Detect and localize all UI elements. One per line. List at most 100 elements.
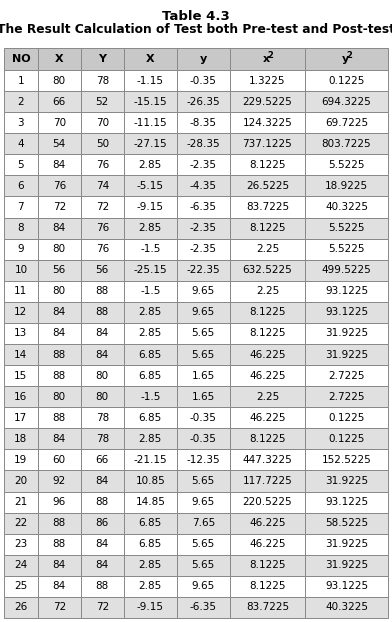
Bar	[4, 365, 38, 386]
Text: 220.5225: 220.5225	[243, 497, 292, 507]
Bar	[305, 555, 388, 576]
Bar	[4, 218, 38, 239]
Bar	[38, 154, 81, 175]
Text: 8.1225: 8.1225	[249, 223, 286, 233]
Text: 84: 84	[53, 307, 66, 317]
Bar	[305, 576, 388, 597]
Text: 31.9225: 31.9225	[325, 539, 368, 549]
Text: 8.1225: 8.1225	[249, 307, 286, 317]
Text: 84: 84	[96, 476, 109, 486]
Bar	[38, 534, 81, 555]
Bar	[4, 429, 38, 449]
Bar	[230, 239, 305, 260]
Bar	[81, 323, 124, 344]
Bar	[4, 407, 38, 429]
Text: 86: 86	[96, 518, 109, 528]
Text: 78: 78	[96, 413, 109, 423]
Bar	[38, 70, 81, 91]
Bar	[230, 365, 305, 386]
Bar	[4, 48, 38, 70]
Bar	[305, 386, 388, 407]
Bar	[124, 513, 177, 534]
Text: 2.25: 2.25	[256, 392, 279, 402]
Text: 84: 84	[53, 328, 66, 338]
Text: 70: 70	[96, 118, 109, 128]
Text: 24: 24	[14, 560, 27, 570]
Text: 70: 70	[53, 118, 66, 128]
Text: -1.5: -1.5	[140, 244, 160, 254]
Bar	[177, 386, 230, 407]
Bar	[4, 534, 38, 555]
Text: 88: 88	[53, 413, 66, 423]
Text: 2.25: 2.25	[256, 244, 279, 254]
Text: 46.225: 46.225	[249, 539, 286, 549]
Bar	[305, 281, 388, 302]
Text: 84: 84	[53, 560, 66, 570]
Text: 6.85: 6.85	[139, 371, 162, 381]
Text: 20: 20	[15, 476, 27, 486]
Text: -1.15: -1.15	[137, 75, 164, 86]
Text: 5.65: 5.65	[192, 350, 215, 360]
Bar	[38, 197, 81, 218]
Text: -0.35: -0.35	[190, 413, 217, 423]
Text: -0.35: -0.35	[190, 434, 217, 444]
Bar	[305, 260, 388, 281]
Bar	[177, 449, 230, 470]
Bar	[177, 70, 230, 91]
Text: 2: 2	[18, 96, 24, 106]
Bar	[177, 218, 230, 239]
Text: 74: 74	[96, 181, 109, 191]
Text: 88: 88	[96, 307, 109, 317]
Text: 23: 23	[14, 539, 27, 549]
Bar	[38, 365, 81, 386]
Text: 2.85: 2.85	[139, 223, 162, 233]
Text: 88: 88	[96, 582, 109, 592]
Bar	[124, 175, 177, 197]
Bar	[305, 429, 388, 449]
Text: 31.9225: 31.9225	[325, 350, 368, 360]
Text: 2.85: 2.85	[139, 582, 162, 592]
Text: -2.35: -2.35	[190, 160, 217, 170]
Bar	[38, 449, 81, 470]
Bar	[305, 449, 388, 470]
Bar	[38, 597, 81, 618]
Bar	[81, 112, 124, 133]
Text: 88: 88	[96, 286, 109, 296]
Text: 7.65: 7.65	[192, 518, 215, 528]
Text: 9: 9	[18, 244, 24, 254]
Bar	[81, 218, 124, 239]
Bar	[38, 386, 81, 407]
Bar	[124, 429, 177, 449]
Bar	[4, 386, 38, 407]
Bar	[177, 154, 230, 175]
Text: -22.35: -22.35	[187, 265, 220, 275]
Text: 76: 76	[96, 244, 109, 254]
Text: -27.15: -27.15	[134, 139, 167, 149]
Text: 10: 10	[15, 265, 27, 275]
Text: 78: 78	[96, 75, 109, 86]
Bar	[177, 281, 230, 302]
Bar	[177, 302, 230, 323]
Text: 76: 76	[96, 160, 109, 170]
Bar	[38, 407, 81, 429]
Bar	[177, 175, 230, 197]
Text: 2.85: 2.85	[139, 307, 162, 317]
Text: 6.85: 6.85	[139, 413, 162, 423]
Bar	[4, 239, 38, 260]
Bar	[4, 323, 38, 344]
Bar	[177, 407, 230, 429]
Bar	[230, 281, 305, 302]
Bar	[38, 91, 81, 112]
Bar	[230, 197, 305, 218]
Bar	[305, 91, 388, 112]
Text: 2.85: 2.85	[139, 328, 162, 338]
Text: 447.3225: 447.3225	[243, 455, 292, 465]
Bar	[305, 597, 388, 618]
Bar	[177, 323, 230, 344]
Text: 93.1225: 93.1225	[325, 307, 368, 317]
Text: 80: 80	[96, 392, 109, 402]
Text: -4.35: -4.35	[190, 181, 217, 191]
Text: 6.85: 6.85	[139, 539, 162, 549]
Text: 2.85: 2.85	[139, 160, 162, 170]
Bar	[124, 239, 177, 260]
